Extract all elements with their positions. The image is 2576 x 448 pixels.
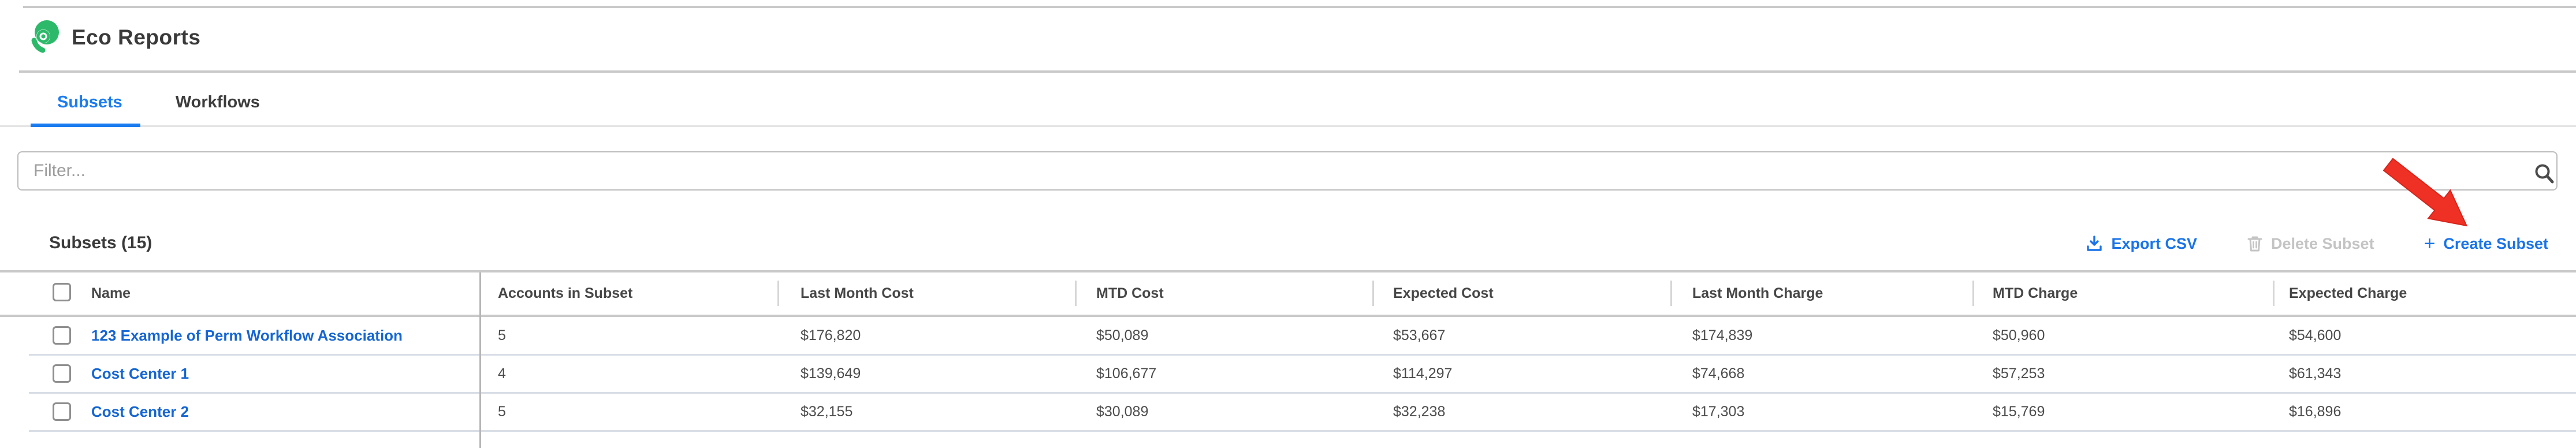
section-title: Subsets (15) — [49, 233, 152, 252]
cell-mtd-charge: $57,253 — [1993, 365, 2045, 382]
header-column-divider — [1972, 281, 1974, 306]
cell-last-month-cost: $32,155 — [801, 404, 853, 420]
cell-expected-cost: $53,667 — [1393, 327, 1446, 344]
table-top-border — [0, 270, 2576, 272]
trash-icon — [2247, 236, 2262, 252]
cell-last-month-charge: $74,668 — [1692, 365, 1745, 382]
header-divider — [19, 70, 2576, 73]
cell-mtd-cost: $30,089 — [1096, 404, 1149, 420]
table-header-bottom-border — [0, 315, 2576, 317]
cell-last-month-cost: $176,820 — [801, 327, 861, 344]
tabbar-underline-track — [0, 125, 2576, 127]
cell-mtd-cost: $50,089 — [1096, 327, 1149, 344]
tab-workflows[interactable]: Workflows — [175, 93, 260, 111]
top-divider — [23, 6, 2576, 8]
delete-subset-label: Delete Subset — [2271, 234, 2374, 252]
subset-link[interactable]: Cost Center 2 — [91, 403, 189, 420]
download-icon — [2087, 236, 2102, 251]
header-column-divider — [1670, 281, 1672, 306]
filter-input[interactable] — [17, 151, 2558, 191]
cell-accounts: 5 — [498, 404, 506, 420]
subset-link[interactable]: 123 Example of Perm Workflow Association — [91, 327, 403, 344]
page-title: Eco Reports — [72, 25, 201, 49]
export-csv-label: Export CSV — [2111, 234, 2197, 252]
column-header-mtd-charge: MTD Charge — [1993, 285, 2078, 301]
cell-last-month-charge: $17,303 — [1692, 404, 1745, 420]
eco-reports-logo-icon — [31, 20, 59, 53]
cell-last-month-charge: $174,839 — [1692, 327, 1753, 344]
column-header-last-month-cost: Last Month Cost — [801, 285, 914, 301]
row-checkbox[interactable] — [53, 402, 71, 421]
tab-subsets[interactable]: Subsets — [57, 93, 122, 111]
column-header-expected-charge: Expected Charge — [2289, 285, 2407, 301]
row-separator — [29, 354, 2576, 356]
tab-bar: Subsets Workflows — [31, 81, 286, 124]
select-all-checkbox[interactable] — [53, 283, 71, 301]
cell-mtd-charge: $15,769 — [1993, 404, 2045, 420]
create-subset-label: Create Subset — [2443, 234, 2548, 252]
row-checkbox[interactable] — [53, 364, 71, 383]
export-csv-button[interactable]: Export CSV — [2086, 235, 2197, 253]
active-tab-indicator — [31, 124, 140, 127]
cell-last-month-cost: $139,649 — [801, 365, 861, 382]
filter-container — [17, 151, 2558, 191]
subset-link[interactable]: Cost Center 1 — [91, 365, 189, 382]
row-separator — [29, 430, 2576, 432]
cell-mtd-cost: $106,677 — [1096, 365, 1157, 382]
cell-accounts: 5 — [498, 327, 506, 344]
column-header-mtd-cost: MTD Cost — [1096, 285, 1164, 301]
cell-accounts: 4 — [498, 365, 506, 382]
red-arrow-annotation-icon — [2383, 158, 2468, 227]
column-header-last-month-charge: Last Month Charge — [1692, 285, 1823, 301]
row-separator — [29, 392, 2576, 394]
create-subset-button[interactable]: + Create Subset — [2424, 233, 2548, 255]
cell-expected-charge: $16,896 — [2289, 404, 2342, 420]
pinned-column-divider — [479, 272, 481, 448]
header-column-divider — [777, 281, 779, 306]
search-icon[interactable] — [2533, 163, 2555, 185]
cell-expected-charge: $54,600 — [2289, 327, 2342, 344]
header-column-divider — [1372, 281, 1374, 306]
header-column-divider — [2273, 281, 2275, 306]
column-header-name: Name — [91, 285, 131, 301]
cell-mtd-charge: $50,960 — [1993, 327, 2045, 344]
header-column-divider — [1075, 281, 1077, 306]
cell-expected-charge: $61,343 — [2289, 365, 2342, 382]
table-toolbar: Export CSV Delete Subset + Create Subset — [2086, 230, 2548, 257]
column-header-expected-cost: Expected Cost — [1393, 285, 1494, 301]
cell-expected-cost: $114,297 — [1393, 365, 1453, 382]
delete-subset-button[interactable]: Delete Subset — [2247, 235, 2374, 253]
plus-icon: + — [2424, 233, 2436, 255]
column-header-accounts-in-subset: Accounts in Subset — [498, 285, 633, 301]
row-checkbox[interactable] — [53, 326, 71, 345]
cell-expected-cost: $32,238 — [1393, 404, 1446, 420]
